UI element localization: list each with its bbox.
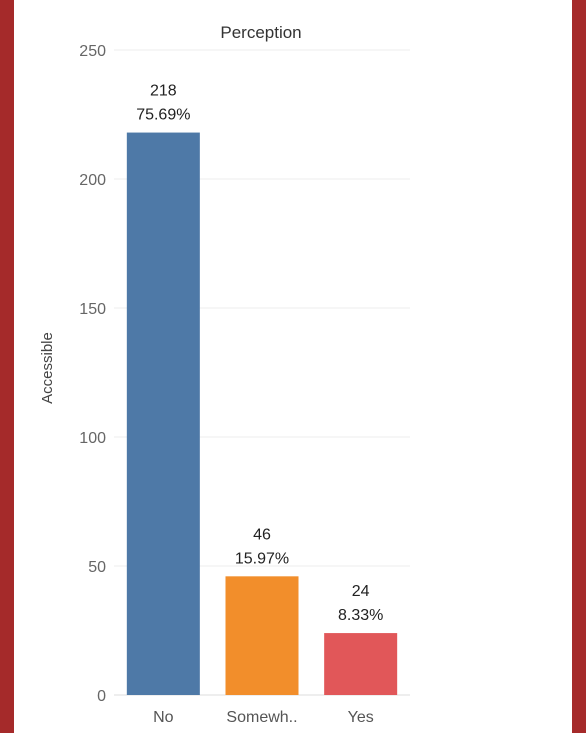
x-tick-label: Somewh.. [226,709,297,726]
y-tick-label: 50 [88,559,106,576]
y-axis-label: Accessible [39,332,56,404]
bars [126,132,398,695]
x-axis-categories: No Somewh.. Yes [153,709,374,726]
bar [126,132,200,695]
data-label-value: 46 [253,526,271,543]
bar-chart: Perception Accessible 0 50 100 150 200 250 21… [39,23,410,726]
data-label-value: 218 [150,83,177,100]
chart-panel: Perception Accessible 0 50 100 150 200 250 21… [14,0,572,733]
y-tick-label: 150 [79,301,106,318]
y-axis-ticks: 0 50 100 150 200 250 [79,43,106,705]
data-label-percent: 75.69% [136,107,190,124]
data-label-percent: 15.97% [235,550,289,567]
chart-title: Perception [220,23,301,42]
y-tick-label: 100 [79,430,106,447]
y-tick-label: 0 [97,688,106,705]
x-tick-label: No [153,709,174,726]
data-label-percent: 8.33% [338,607,383,624]
y-tick-label: 200 [79,172,106,189]
x-tick-label: Yes [348,709,374,726]
y-tick-label: 250 [79,43,106,60]
data-label-value: 24 [352,583,370,600]
bar [324,633,398,695]
bar [225,576,299,695]
data-labels: 218 75.69% 46 15.97% 24 8.33% [136,83,383,625]
